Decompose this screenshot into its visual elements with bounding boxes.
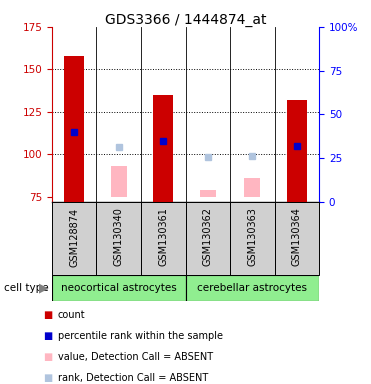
Text: ■: ■	[43, 331, 52, 341]
Text: ▶: ▶	[39, 281, 49, 294]
Bar	[275, 202, 319, 275]
Text: GSM130363: GSM130363	[247, 207, 257, 266]
Text: GDS3366 / 1444874_at: GDS3366 / 1444874_at	[105, 13, 266, 27]
Text: GSM130340: GSM130340	[114, 207, 124, 266]
Bar	[52, 202, 96, 275]
Text: cell type: cell type	[4, 283, 48, 293]
Text: ■: ■	[43, 310, 52, 320]
Bar	[52, 275, 186, 301]
Bar	[287, 100, 307, 202]
Text: rank, Detection Call = ABSENT: rank, Detection Call = ABSENT	[58, 373, 208, 384]
Bar	[186, 202, 230, 275]
Bar	[244, 178, 260, 197]
Text: cerebellar astrocytes: cerebellar astrocytes	[197, 283, 307, 293]
Text: GSM130362: GSM130362	[203, 207, 213, 266]
Text: GSM130364: GSM130364	[292, 207, 302, 266]
Text: GSM128874: GSM128874	[69, 207, 79, 266]
Text: percentile rank within the sample: percentile rank within the sample	[58, 331, 223, 341]
Text: GSM130361: GSM130361	[158, 207, 168, 266]
Bar	[111, 166, 127, 197]
Bar	[64, 56, 84, 202]
Bar	[230, 202, 275, 275]
Bar	[141, 202, 186, 275]
Text: ■: ■	[43, 352, 52, 362]
Text: neocortical astrocytes: neocortical astrocytes	[61, 283, 177, 293]
Text: count: count	[58, 310, 85, 320]
Text: value, Detection Call = ABSENT: value, Detection Call = ABSENT	[58, 352, 213, 362]
Bar	[200, 190, 216, 197]
Bar	[96, 202, 141, 275]
Text: ■: ■	[43, 373, 52, 384]
Bar	[186, 275, 319, 301]
Bar	[153, 95, 173, 202]
